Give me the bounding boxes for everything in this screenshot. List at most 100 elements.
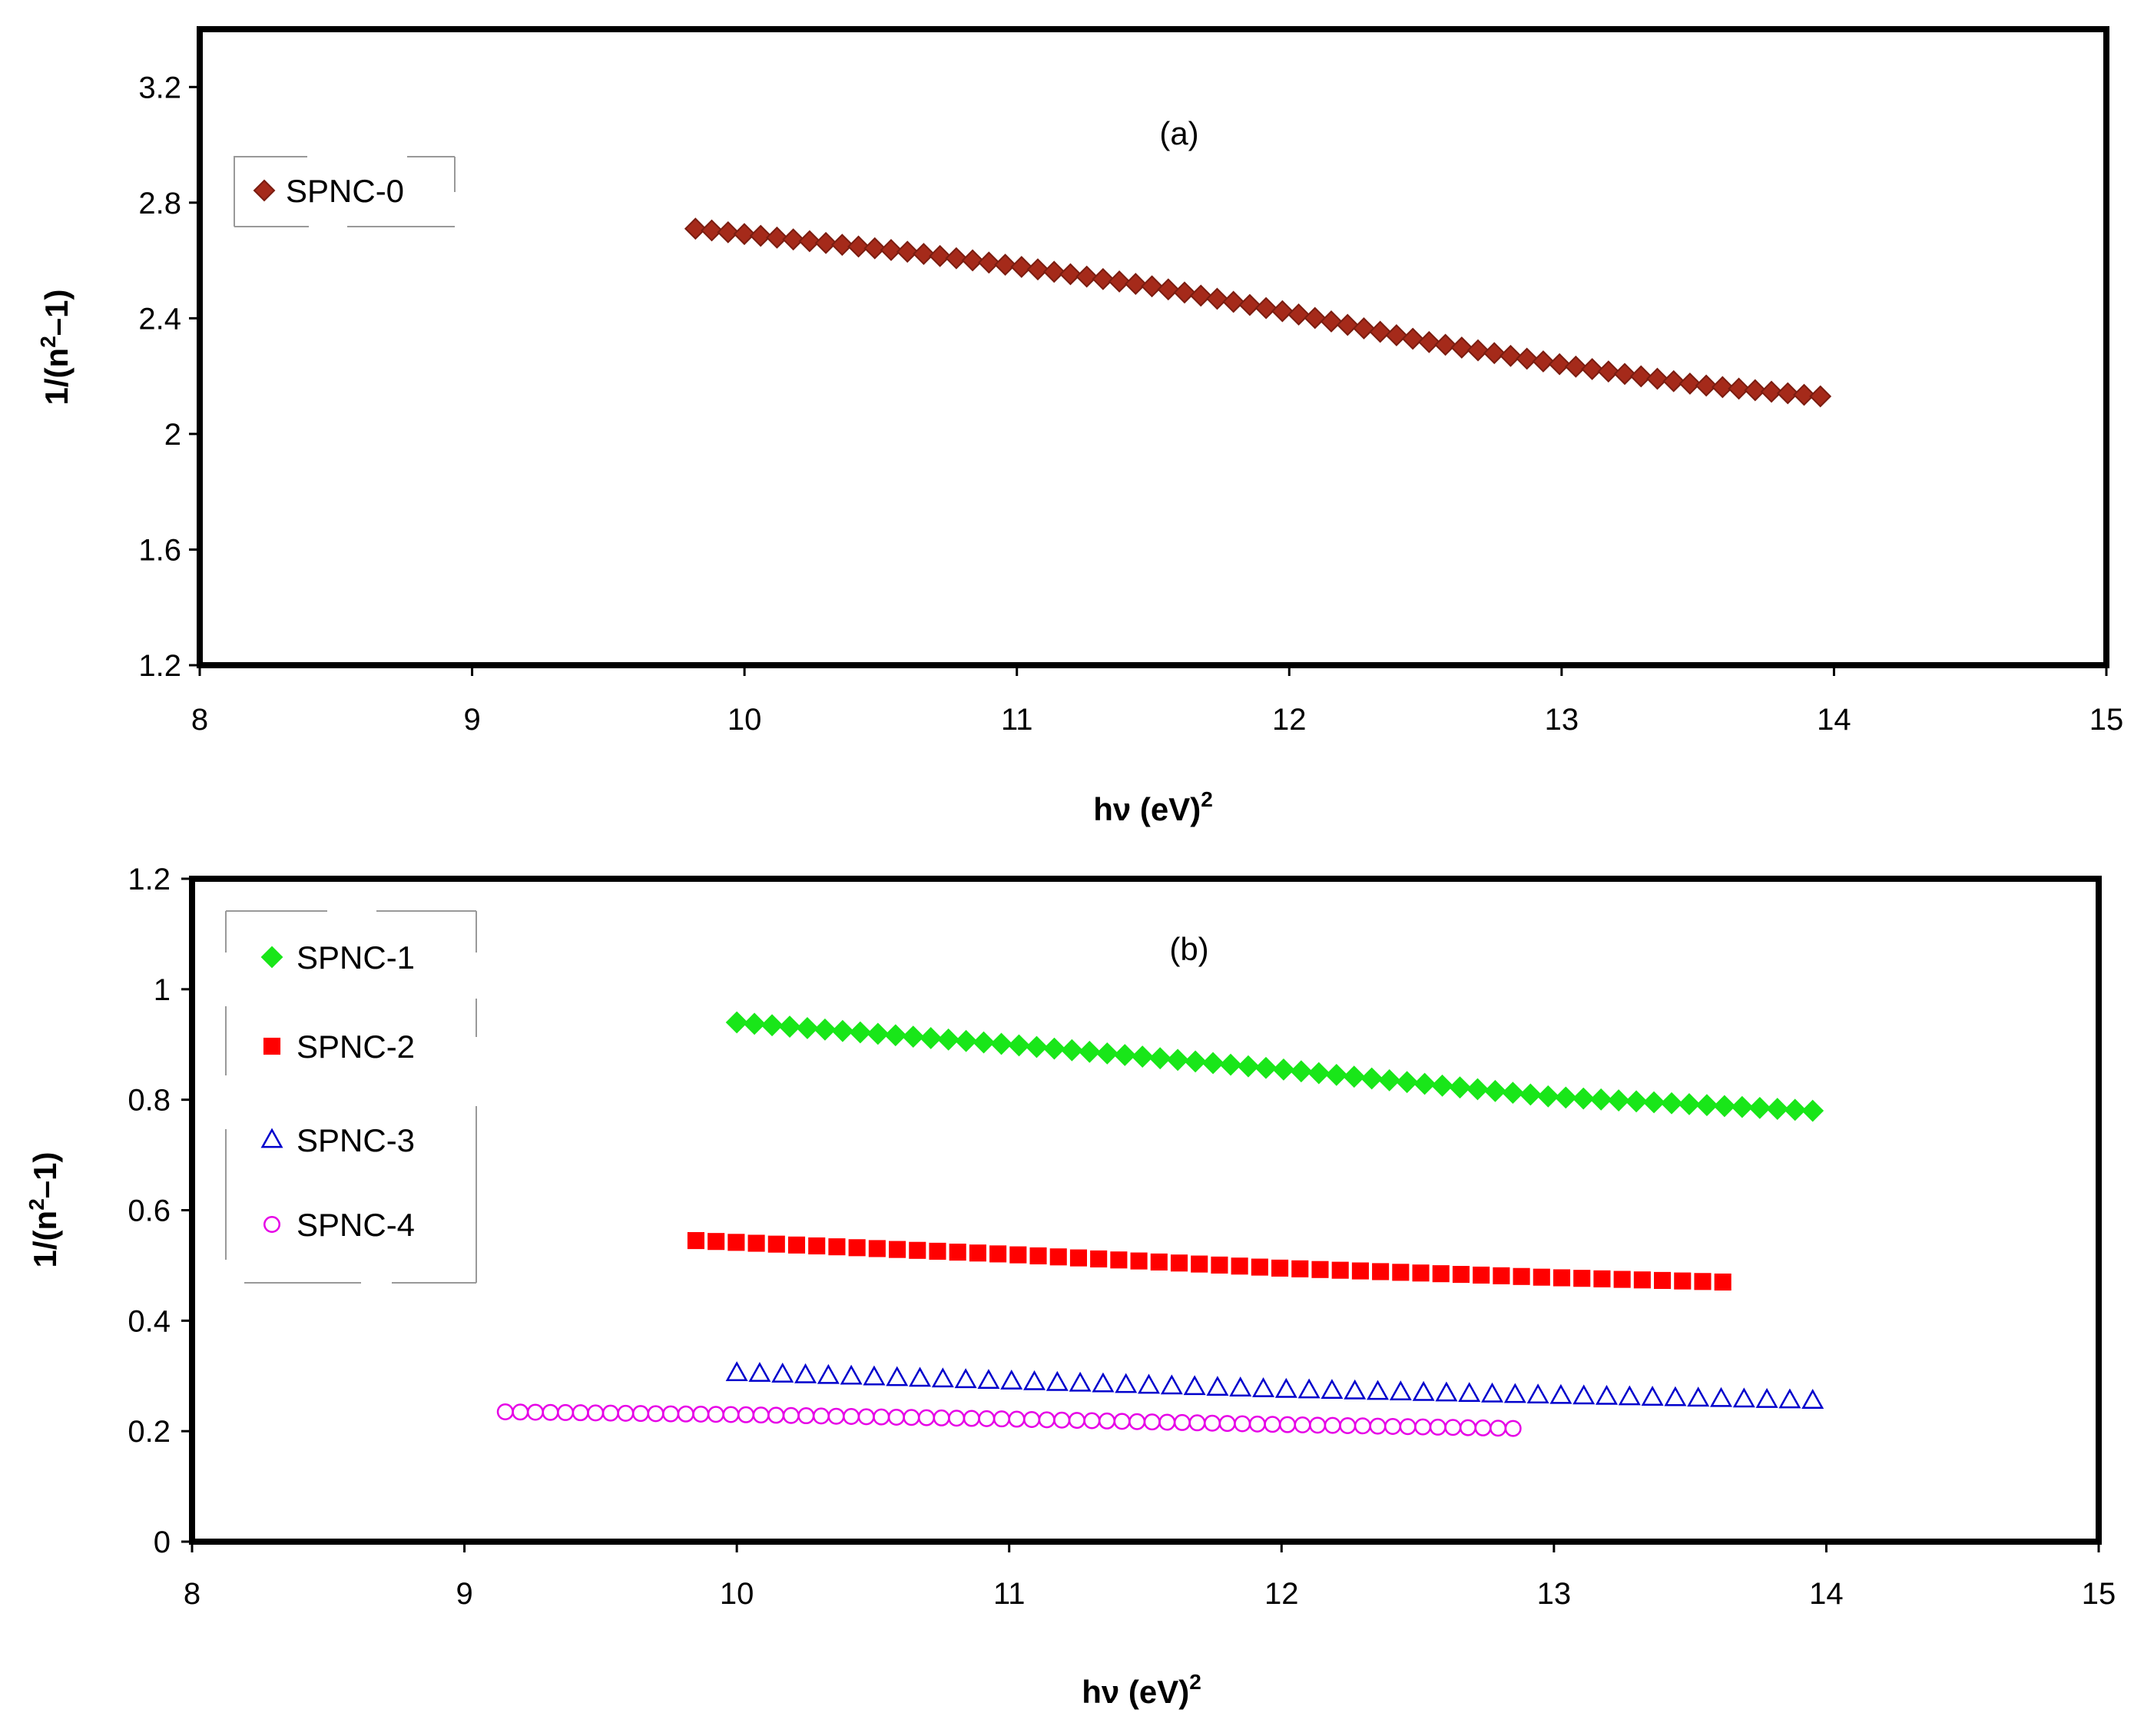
data-point	[977, 251, 1000, 274]
data-point	[977, 1369, 1000, 1389]
data-point	[1331, 1261, 1349, 1279]
data-point	[1662, 369, 1685, 393]
data-point	[1589, 1088, 1612, 1111]
data-point	[1401, 327, 1424, 350]
data-point	[817, 1363, 840, 1384]
data-point	[902, 1025, 925, 1049]
data-point	[1613, 1271, 1631, 1288]
data-point	[727, 1234, 745, 1251]
plot-area-b	[189, 876, 2102, 1545]
data-point	[808, 1237, 826, 1255]
data-point	[1392, 1264, 1410, 1281]
data-point	[955, 1029, 978, 1052]
data-point	[1092, 1372, 1115, 1393]
data-point	[1219, 1053, 1242, 1076]
data-point	[1793, 383, 1815, 406]
series-spnc-3	[725, 1361, 1824, 1409]
data-point	[747, 1234, 765, 1252]
data-point	[1714, 1273, 1731, 1291]
data-point	[1078, 1040, 1101, 1063]
data-point	[1678, 372, 1702, 395]
data-point	[725, 1011, 748, 1034]
data-point	[1613, 363, 1636, 386]
data-point	[1432, 1265, 1450, 1283]
data-point	[1090, 1250, 1108, 1267]
data-point	[1325, 1063, 1348, 1086]
legend-a: SPNC-0	[234, 156, 456, 227]
data-point	[1254, 297, 1277, 320]
data-point	[1493, 1267, 1510, 1284]
data-point	[778, 1015, 801, 1038]
data-point	[884, 1024, 907, 1047]
data-point	[937, 1028, 960, 1051]
data-point	[1473, 1266, 1490, 1284]
legend-marker	[263, 1216, 280, 1233]
legend-label: SPNC-3	[297, 1122, 415, 1158]
data-point	[1431, 1074, 1453, 1097]
data-point	[1711, 376, 1734, 399]
data-point	[1092, 267, 1115, 290]
data-point	[1141, 275, 1163, 298]
data-point	[1396, 1071, 1419, 1094]
data-point	[1183, 1375, 1206, 1396]
data-point	[1385, 324, 1408, 346]
data-point	[1766, 1098, 1789, 1121]
plot-area-a	[197, 26, 2109, 668]
data-point	[701, 219, 723, 242]
data-point	[920, 1027, 943, 1049]
data-point	[1291, 1260, 1309, 1277]
data-point	[1664, 1386, 1687, 1406]
data-point	[1548, 353, 1571, 376]
data-point	[1674, 1272, 1692, 1290]
y-tick-label: 0.4	[128, 1304, 171, 1338]
data-point	[1389, 1380, 1412, 1401]
data-point	[949, 1244, 966, 1261]
data-point	[1607, 1089, 1630, 1112]
data-point	[1412, 1380, 1435, 1401]
data-point	[830, 234, 853, 257]
data-point	[1272, 1058, 1295, 1081]
data-point	[848, 1239, 866, 1257]
data-point	[1481, 1382, 1503, 1403]
data-point	[708, 1233, 725, 1251]
data-point	[1483, 342, 1506, 365]
data-point	[1311, 1261, 1329, 1278]
data-point	[787, 1236, 806, 1254]
data-point	[886, 1366, 909, 1386]
data-point	[794, 1363, 817, 1383]
data-point	[1160, 1374, 1183, 1395]
data-point	[771, 1362, 794, 1383]
data-point	[1695, 374, 1718, 397]
data-point	[1449, 1076, 1471, 1099]
data-point	[863, 237, 886, 260]
data-point	[1597, 360, 1620, 383]
data-point	[1500, 344, 1522, 367]
data-point	[954, 1368, 977, 1389]
x-tick-label: 9	[463, 703, 480, 737]
data-point	[863, 1365, 886, 1386]
series-spnc-2	[687, 1232, 1731, 1291]
y-tick-label: 0.8	[128, 1084, 171, 1118]
x-tick-label: 12	[1272, 703, 1307, 737]
data-point	[1503, 1383, 1526, 1403]
data-point	[1564, 355, 1587, 378]
data-point	[798, 230, 821, 253]
data-point	[1710, 1386, 1732, 1407]
data-point	[1641, 1386, 1664, 1406]
data-point	[1009, 1246, 1027, 1264]
data-point	[1581, 358, 1603, 380]
data-point	[1150, 1253, 1168, 1271]
data-point	[1417, 330, 1440, 353]
data-point	[1049, 1248, 1067, 1266]
data-point	[909, 1367, 932, 1387]
data-point	[1148, 1047, 1171, 1070]
series-spnc-0	[684, 217, 1832, 408]
y-tick-label: 1.2	[138, 649, 181, 683]
y-tick-label: 2.4	[138, 302, 181, 336]
data-point	[1297, 1378, 1321, 1399]
data-point	[725, 1361, 748, 1382]
x-tick-label: 11	[1001, 703, 1033, 737]
data-point	[1801, 1099, 1824, 1122]
data-point	[1760, 380, 1783, 403]
